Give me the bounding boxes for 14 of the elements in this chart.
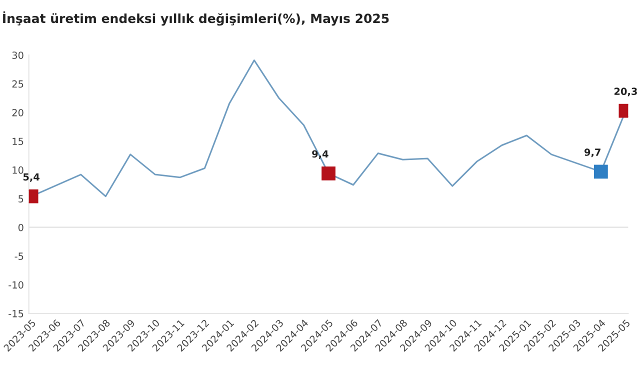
- y-tick-label: -10: [8, 281, 24, 289]
- y-tick-label: 30: [12, 52, 24, 59]
- y-tick-label: 15: [12, 138, 24, 146]
- y-tick-label: 10: [12, 166, 24, 174]
- data-label: 5,4: [23, 173, 40, 182]
- data-label: 20,3: [614, 88, 637, 96]
- y-tick-label: -15: [8, 310, 24, 318]
- y-tick-label: 5: [18, 195, 24, 202]
- y-tick-label: 20: [12, 109, 24, 116]
- y-tick-label: 0: [18, 224, 24, 232]
- data-label: 9,7: [584, 148, 600, 158]
- chart-title: İnşaat üretim endeksi yıllık değişimleri(%), Mayıs 2025: [3, 11, 389, 26]
- y-tick-label: -5: [14, 252, 24, 260]
- y-tick-label: 25: [12, 80, 24, 88]
